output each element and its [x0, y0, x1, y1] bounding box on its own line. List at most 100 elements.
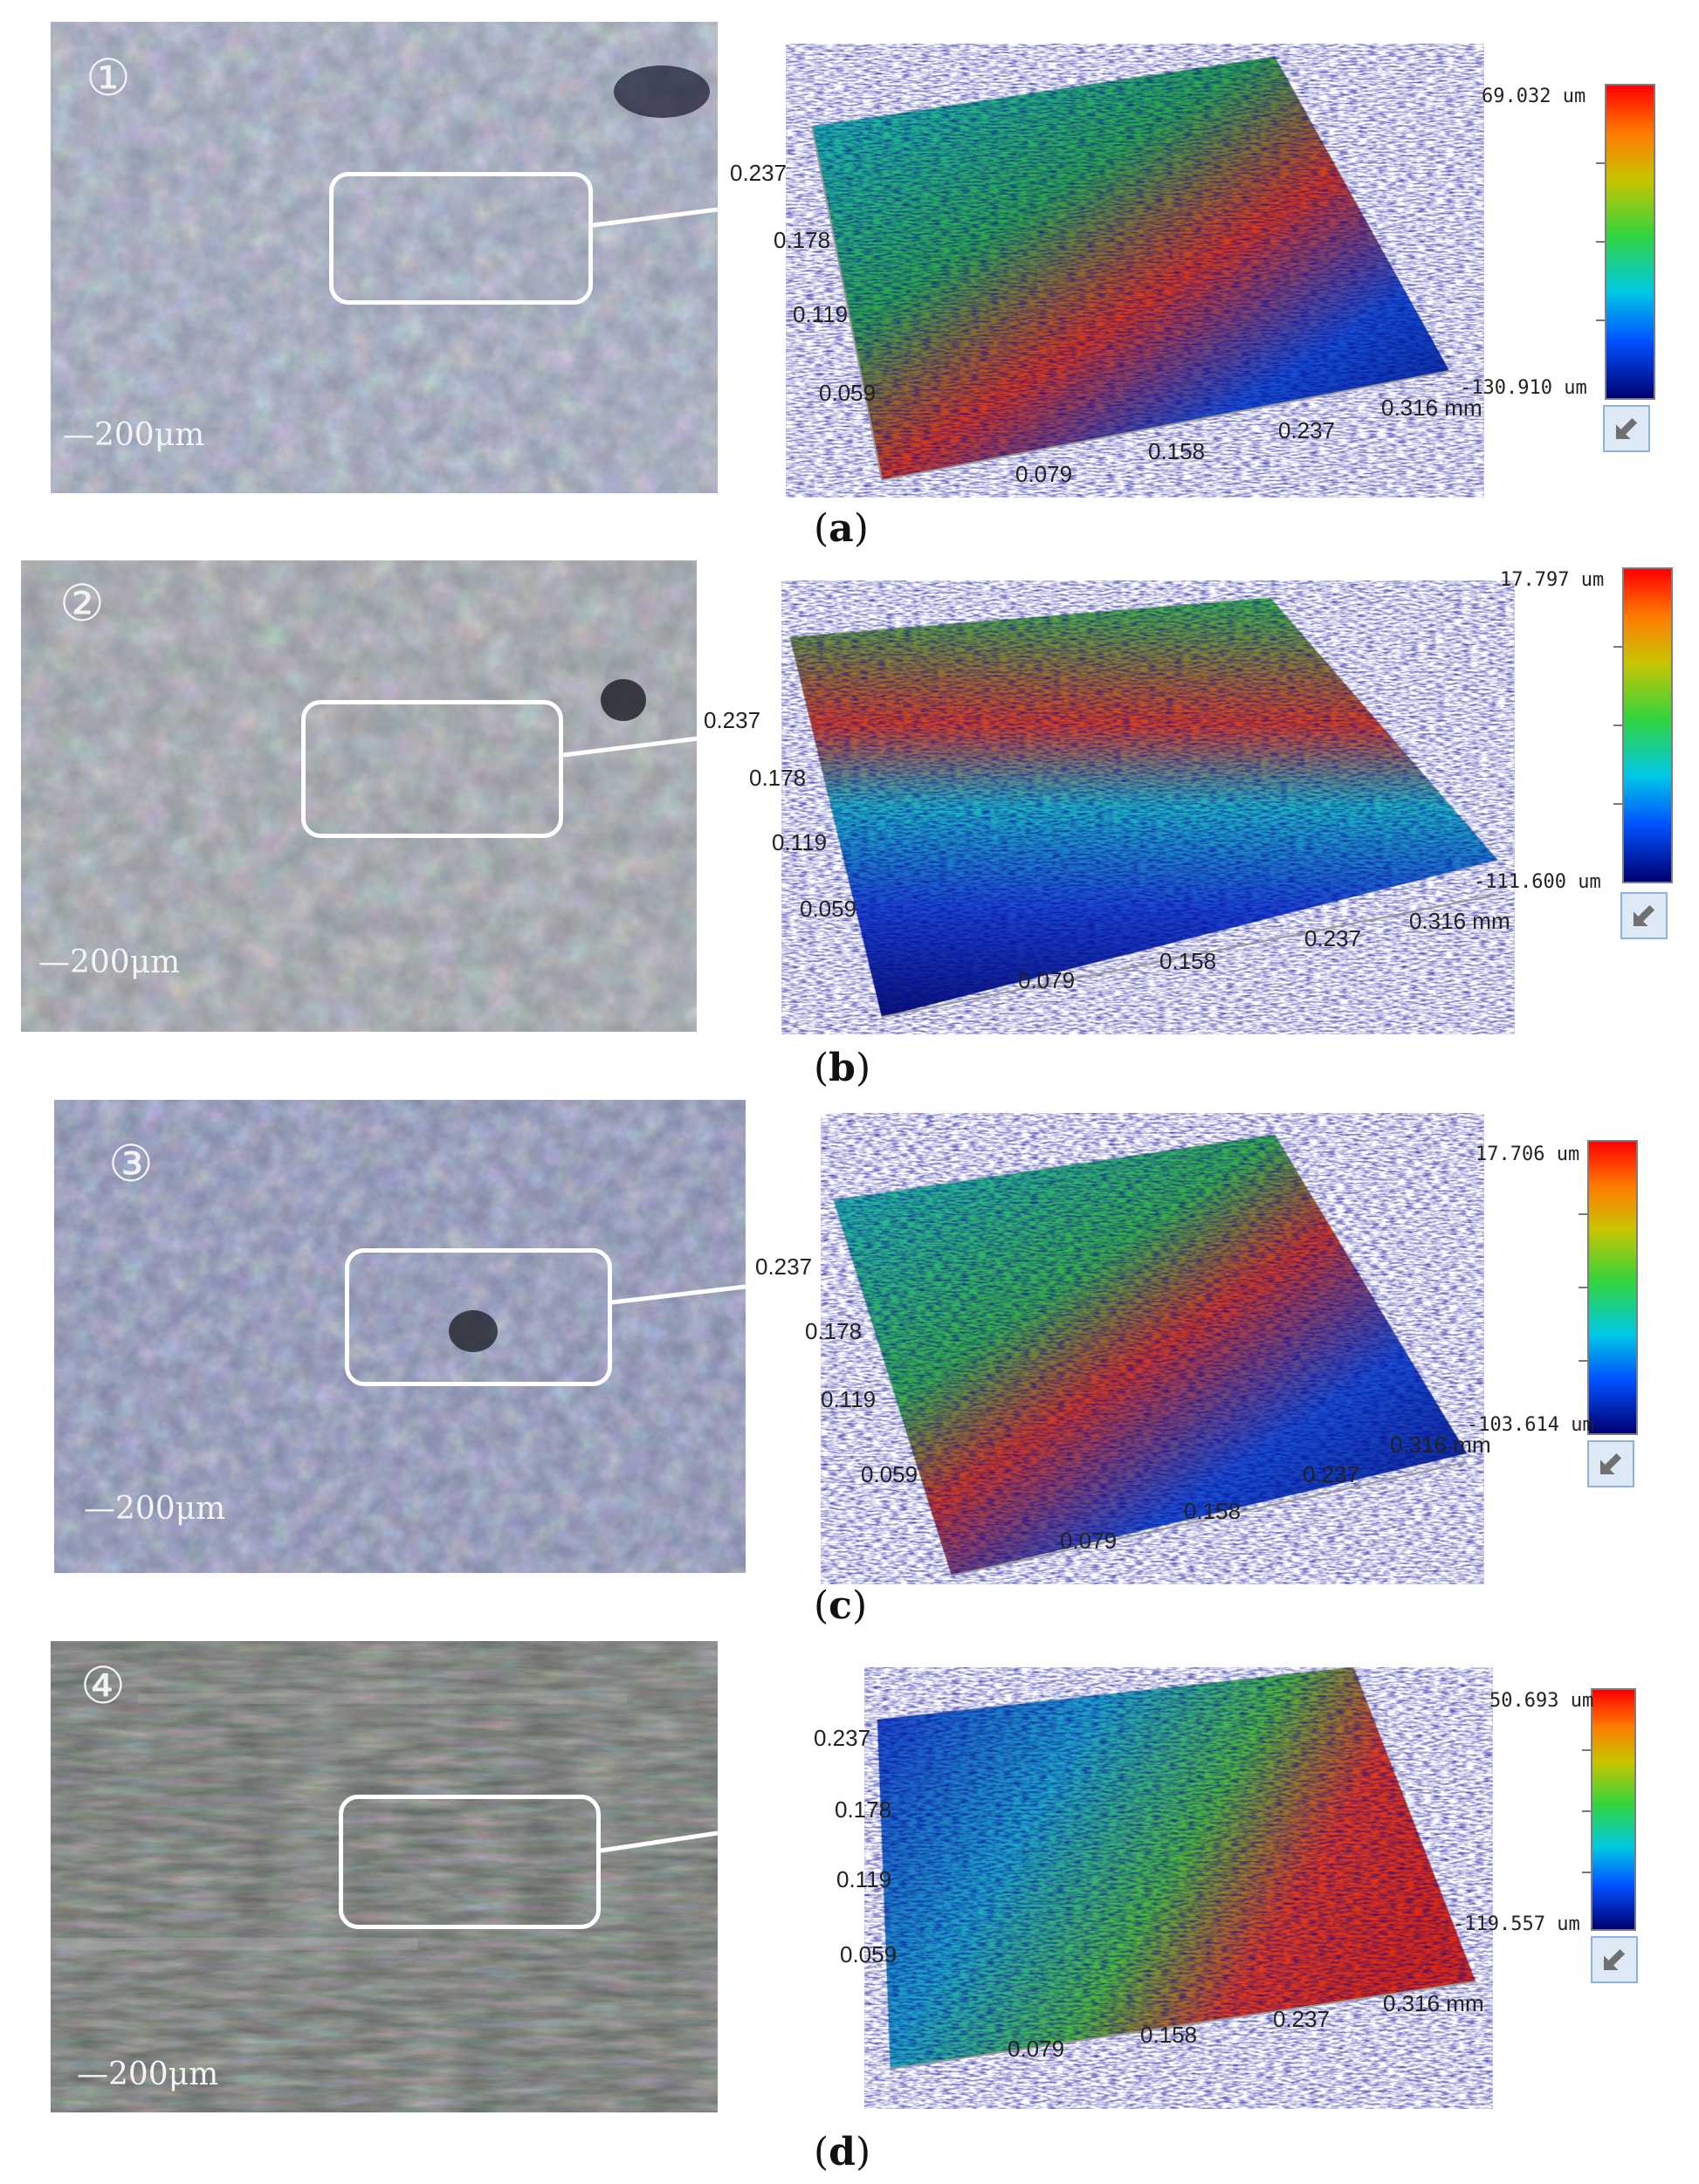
- arrow-down-left-icon: [1603, 1948, 1626, 1971]
- region-of-interest-box: [345, 1248, 612, 1386]
- x-axis-tick: 0.316 mm: [1381, 395, 1482, 421]
- micrograph-texture: [21, 560, 697, 1032]
- sample-marker: ①: [86, 48, 131, 107]
- y-axis-tick: 0.119: [772, 829, 828, 855]
- micrograph-photo: [51, 1641, 718, 2112]
- sample-marker: ③: [108, 1134, 154, 1193]
- surface-3d-plot: [781, 580, 1515, 1034]
- panel-d: ④ —200μm 0.237 0.178 0.119 0.059 0.079 0…: [0, 1641, 1699, 2184]
- y-axis-tick: 0.237: [755, 1253, 813, 1280]
- scale-bar-label: —200μm: [63, 417, 205, 453]
- panel-c: ③ —200μm 0.237 0.178 0.119 0.059 0.079 0…: [0, 1082, 1699, 1641]
- x-axis-tick: 0.079: [1015, 461, 1073, 487]
- micrograph-texture: [54, 1100, 746, 1573]
- surface-plot-canvas: [810, 55, 1451, 482]
- color-scale-max: 69.032 um: [1482, 86, 1586, 107]
- arrow-down-left-icon: [1633, 904, 1655, 927]
- caption-letter: b: [829, 1046, 856, 1090]
- y-axis-tick: 0.059: [819, 380, 877, 406]
- x-axis-tick: 0.158: [1148, 438, 1206, 464]
- zoom-arrow-button[interactable]: [1587, 1440, 1634, 1487]
- color-scale-bar: [1591, 1688, 1636, 1931]
- zoom-arrow-button[interactable]: [1620, 892, 1668, 939]
- surface-plot-canvas: [788, 596, 1499, 1019]
- panel-caption: (b): [814, 1046, 871, 1090]
- x-axis-tick: 0.237: [1278, 417, 1336, 443]
- micrograph-photo: [21, 560, 697, 1032]
- y-axis-tick: 0.237: [704, 707, 761, 733]
- x-axis-tick: 0.158: [1140, 2022, 1198, 2048]
- surface-plot-canvas: [876, 1665, 1477, 2071]
- x-axis-tick: 0.079: [1008, 2036, 1065, 2062]
- caption-letter: c: [829, 1583, 852, 1628]
- color-scale-tick: [1579, 1213, 1587, 1215]
- micrograph-texture: [51, 22, 718, 493]
- color-scale-tick: [1582, 1810, 1591, 1812]
- color-scale-tick: [1582, 1872, 1591, 1873]
- color-scale-max: 17.706 um: [1475, 1144, 1580, 1165]
- arrow-down-left-icon: [1599, 1453, 1622, 1475]
- y-axis-tick: 0.059: [800, 896, 857, 922]
- region-of-interest-box: [329, 172, 593, 305]
- color-scale-tick: [1596, 319, 1605, 321]
- y-axis-tick: 0.237: [814, 1725, 871, 1751]
- color-scale-max: 17.797 um: [1500, 569, 1605, 591]
- x-axis-tick: 0.079: [1060, 1528, 1118, 1554]
- y-axis-tick: 0.178: [774, 227, 831, 253]
- color-scale-min: -130.910 um: [1460, 377, 1587, 399]
- surface-3d-plot: [786, 44, 1484, 498]
- panel-caption: (d): [814, 2130, 871, 2174]
- micrograph-texture: [51, 1641, 718, 2112]
- x-axis-tick: 0.237: [1303, 1461, 1360, 1487]
- scale-bar-label: —200μm: [38, 944, 181, 980]
- sample-marker: ②: [59, 573, 105, 633]
- panel-a: ① —200μm 0.237 0.178 0.119 0.059 0.079: [0, 0, 1699, 551]
- x-axis-tick: 0.237: [1273, 2006, 1331, 2032]
- y-axis-tick: 0.119: [836, 1866, 892, 1892]
- color-scale-tick: [1582, 1749, 1591, 1751]
- panel-b: ② —200μm 0.237 0.178 0.119 0.059 0.079 0…: [0, 541, 1699, 1090]
- y-axis-tick: 0.178: [749, 765, 807, 791]
- y-axis-tick: 0.059: [840, 1941, 898, 1968]
- color-scale-tick: [1596, 162, 1605, 164]
- y-axis-tick: 0.178: [835, 1796, 892, 1823]
- color-scale-tick: [1613, 646, 1622, 648]
- zoom-arrow-button[interactable]: [1603, 405, 1650, 452]
- color-scale-tick: [1613, 803, 1622, 805]
- x-axis-tick: 0.237: [1304, 925, 1362, 951]
- y-axis-tick: 0.059: [861, 1461, 918, 1487]
- color-scale-tick: [1596, 241, 1605, 243]
- y-axis-tick: 0.178: [805, 1318, 863, 1344]
- color-scale-bar: [1587, 1140, 1638, 1435]
- y-axis-tick: 0.237: [730, 160, 788, 186]
- color-scale-min: -119.557 um: [1453, 1913, 1580, 1935]
- arrow-down-left-icon: [1615, 417, 1638, 440]
- sample-marker: ④: [80, 1656, 126, 1715]
- x-axis-tick: 0.316 mm: [1409, 908, 1510, 934]
- y-axis-tick: 0.119: [821, 1386, 877, 1412]
- panel-caption: (a): [814, 506, 869, 551]
- scale-bar-label: —200μm: [77, 2057, 219, 2092]
- y-axis-tick: 0.119: [793, 301, 849, 327]
- color-scale-bar: [1605, 84, 1655, 400]
- region-of-interest-box: [339, 1795, 601, 1929]
- color-scale-tick: [1613, 725, 1622, 726]
- x-axis-tick: 0.158: [1159, 948, 1217, 974]
- color-scale-bar: [1622, 567, 1673, 883]
- zoom-arrow-button[interactable]: [1591, 1936, 1638, 1983]
- x-axis-tick: 0.158: [1184, 1498, 1242, 1524]
- color-scale-min: -103.614 um: [1467, 1414, 1594, 1436]
- x-axis-tick: 0.079: [1018, 967, 1076, 993]
- surface-3d-plot: [821, 1113, 1484, 1584]
- caption-letter: d: [829, 2130, 856, 2174]
- region-of-interest-box: [301, 700, 563, 838]
- x-axis-tick: 0.316 mm: [1390, 1432, 1491, 1458]
- micrograph-photo: [54, 1100, 746, 1573]
- surface-3d-plot: [864, 1665, 1493, 2121]
- caption-letter: a: [829, 506, 854, 551]
- color-scale-max: 50.693 um: [1489, 1690, 1594, 1712]
- scale-bar-label: —200μm: [84, 1491, 226, 1527]
- surface-plot-canvas: [832, 1133, 1469, 1577]
- color-scale-tick: [1579, 1360, 1587, 1362]
- x-axis-tick: 0.316 mm: [1383, 1990, 1484, 2016]
